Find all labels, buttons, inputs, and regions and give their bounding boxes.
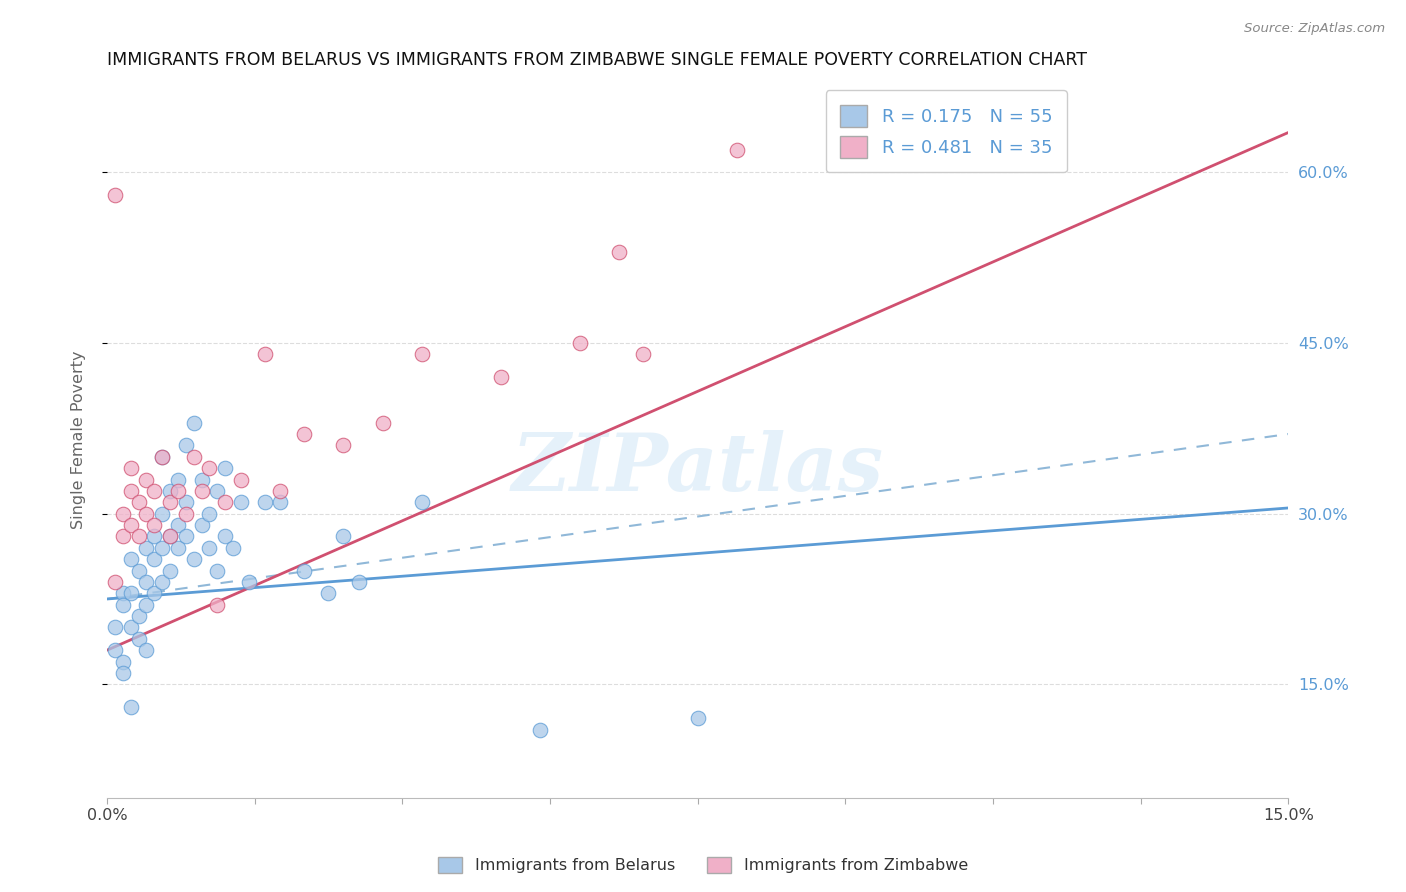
Point [135,541,157,555]
Point [174,495,197,509]
Point [725,143,748,157]
Point [135,507,157,521]
Point [253,495,276,509]
Point [128,529,150,543]
Point [198,461,221,475]
Point [347,574,370,589]
Point [207,564,229,578]
Point [159,495,181,509]
Point [128,632,150,646]
Point [111,655,134,669]
Point [120,620,142,634]
Point [143,529,166,543]
Point [104,620,127,634]
Point [120,483,142,498]
Point [214,495,236,509]
Point [143,483,166,498]
Point [174,438,197,452]
Point [128,609,150,624]
Point [411,495,433,509]
Text: IMMIGRANTS FROM BELARUS VS IMMIGRANTS FROM ZIMBABWE SINGLE FEMALE POVERTY CORREL: IMMIGRANTS FROM BELARUS VS IMMIGRANTS FR… [107,51,1087,69]
Point [229,495,252,509]
Point [104,643,127,657]
Point [222,541,245,555]
Point [159,483,181,498]
Point [111,507,134,521]
Point [214,461,236,475]
Point [143,552,166,566]
Point [120,586,142,600]
Point [150,450,173,464]
Text: ZIPatlas: ZIPatlas [512,430,884,508]
Point [143,518,166,533]
Point [214,529,236,543]
Point [159,529,181,543]
Point [190,473,212,487]
Point [183,450,205,464]
Point [316,586,339,600]
Point [183,552,205,566]
Point [167,541,190,555]
Point [167,483,190,498]
Point [686,711,709,725]
Point [207,483,229,498]
Point [229,473,252,487]
Point [568,336,591,351]
Point [190,483,212,498]
Point [150,507,173,521]
Point [207,598,229,612]
Point [190,518,212,533]
Point [150,450,173,464]
Point [104,188,127,202]
Point [167,518,190,533]
Point [111,598,134,612]
Point [135,598,157,612]
Point [150,541,173,555]
Point [631,347,654,361]
Point [135,643,157,657]
Point [238,574,260,589]
Legend: Immigrants from Belarus, Immigrants from Zimbabwe: Immigrants from Belarus, Immigrants from… [432,850,974,880]
Point [150,574,173,589]
Point [332,438,354,452]
Text: Source: ZipAtlas.com: Source: ZipAtlas.com [1244,22,1385,36]
Point [607,245,630,260]
Point [128,495,150,509]
Point [183,416,205,430]
Point [111,529,134,543]
Point [143,586,166,600]
Point [198,541,221,555]
Point [111,586,134,600]
Point [120,461,142,475]
Point [167,473,190,487]
Point [159,529,181,543]
Point [371,416,394,430]
Point [529,723,551,737]
Point [120,552,142,566]
Point [269,495,291,509]
Point [292,427,315,442]
Point [111,665,134,680]
Point [292,564,315,578]
Point [120,700,142,714]
Point [135,473,157,487]
Point [135,574,157,589]
Point [489,370,512,384]
Point [269,483,291,498]
Point [159,564,181,578]
Point [174,507,197,521]
Point [120,518,142,533]
Point [174,529,197,543]
Point [128,564,150,578]
Point [198,507,221,521]
Point [253,347,276,361]
Point [411,347,433,361]
Legend: R = 0.175   N = 55, R = 0.481   N = 35: R = 0.175 N = 55, R = 0.481 N = 35 [825,90,1067,172]
Point [104,574,127,589]
Y-axis label: Single Female Poverty: Single Female Poverty [72,351,86,529]
Point [332,529,354,543]
